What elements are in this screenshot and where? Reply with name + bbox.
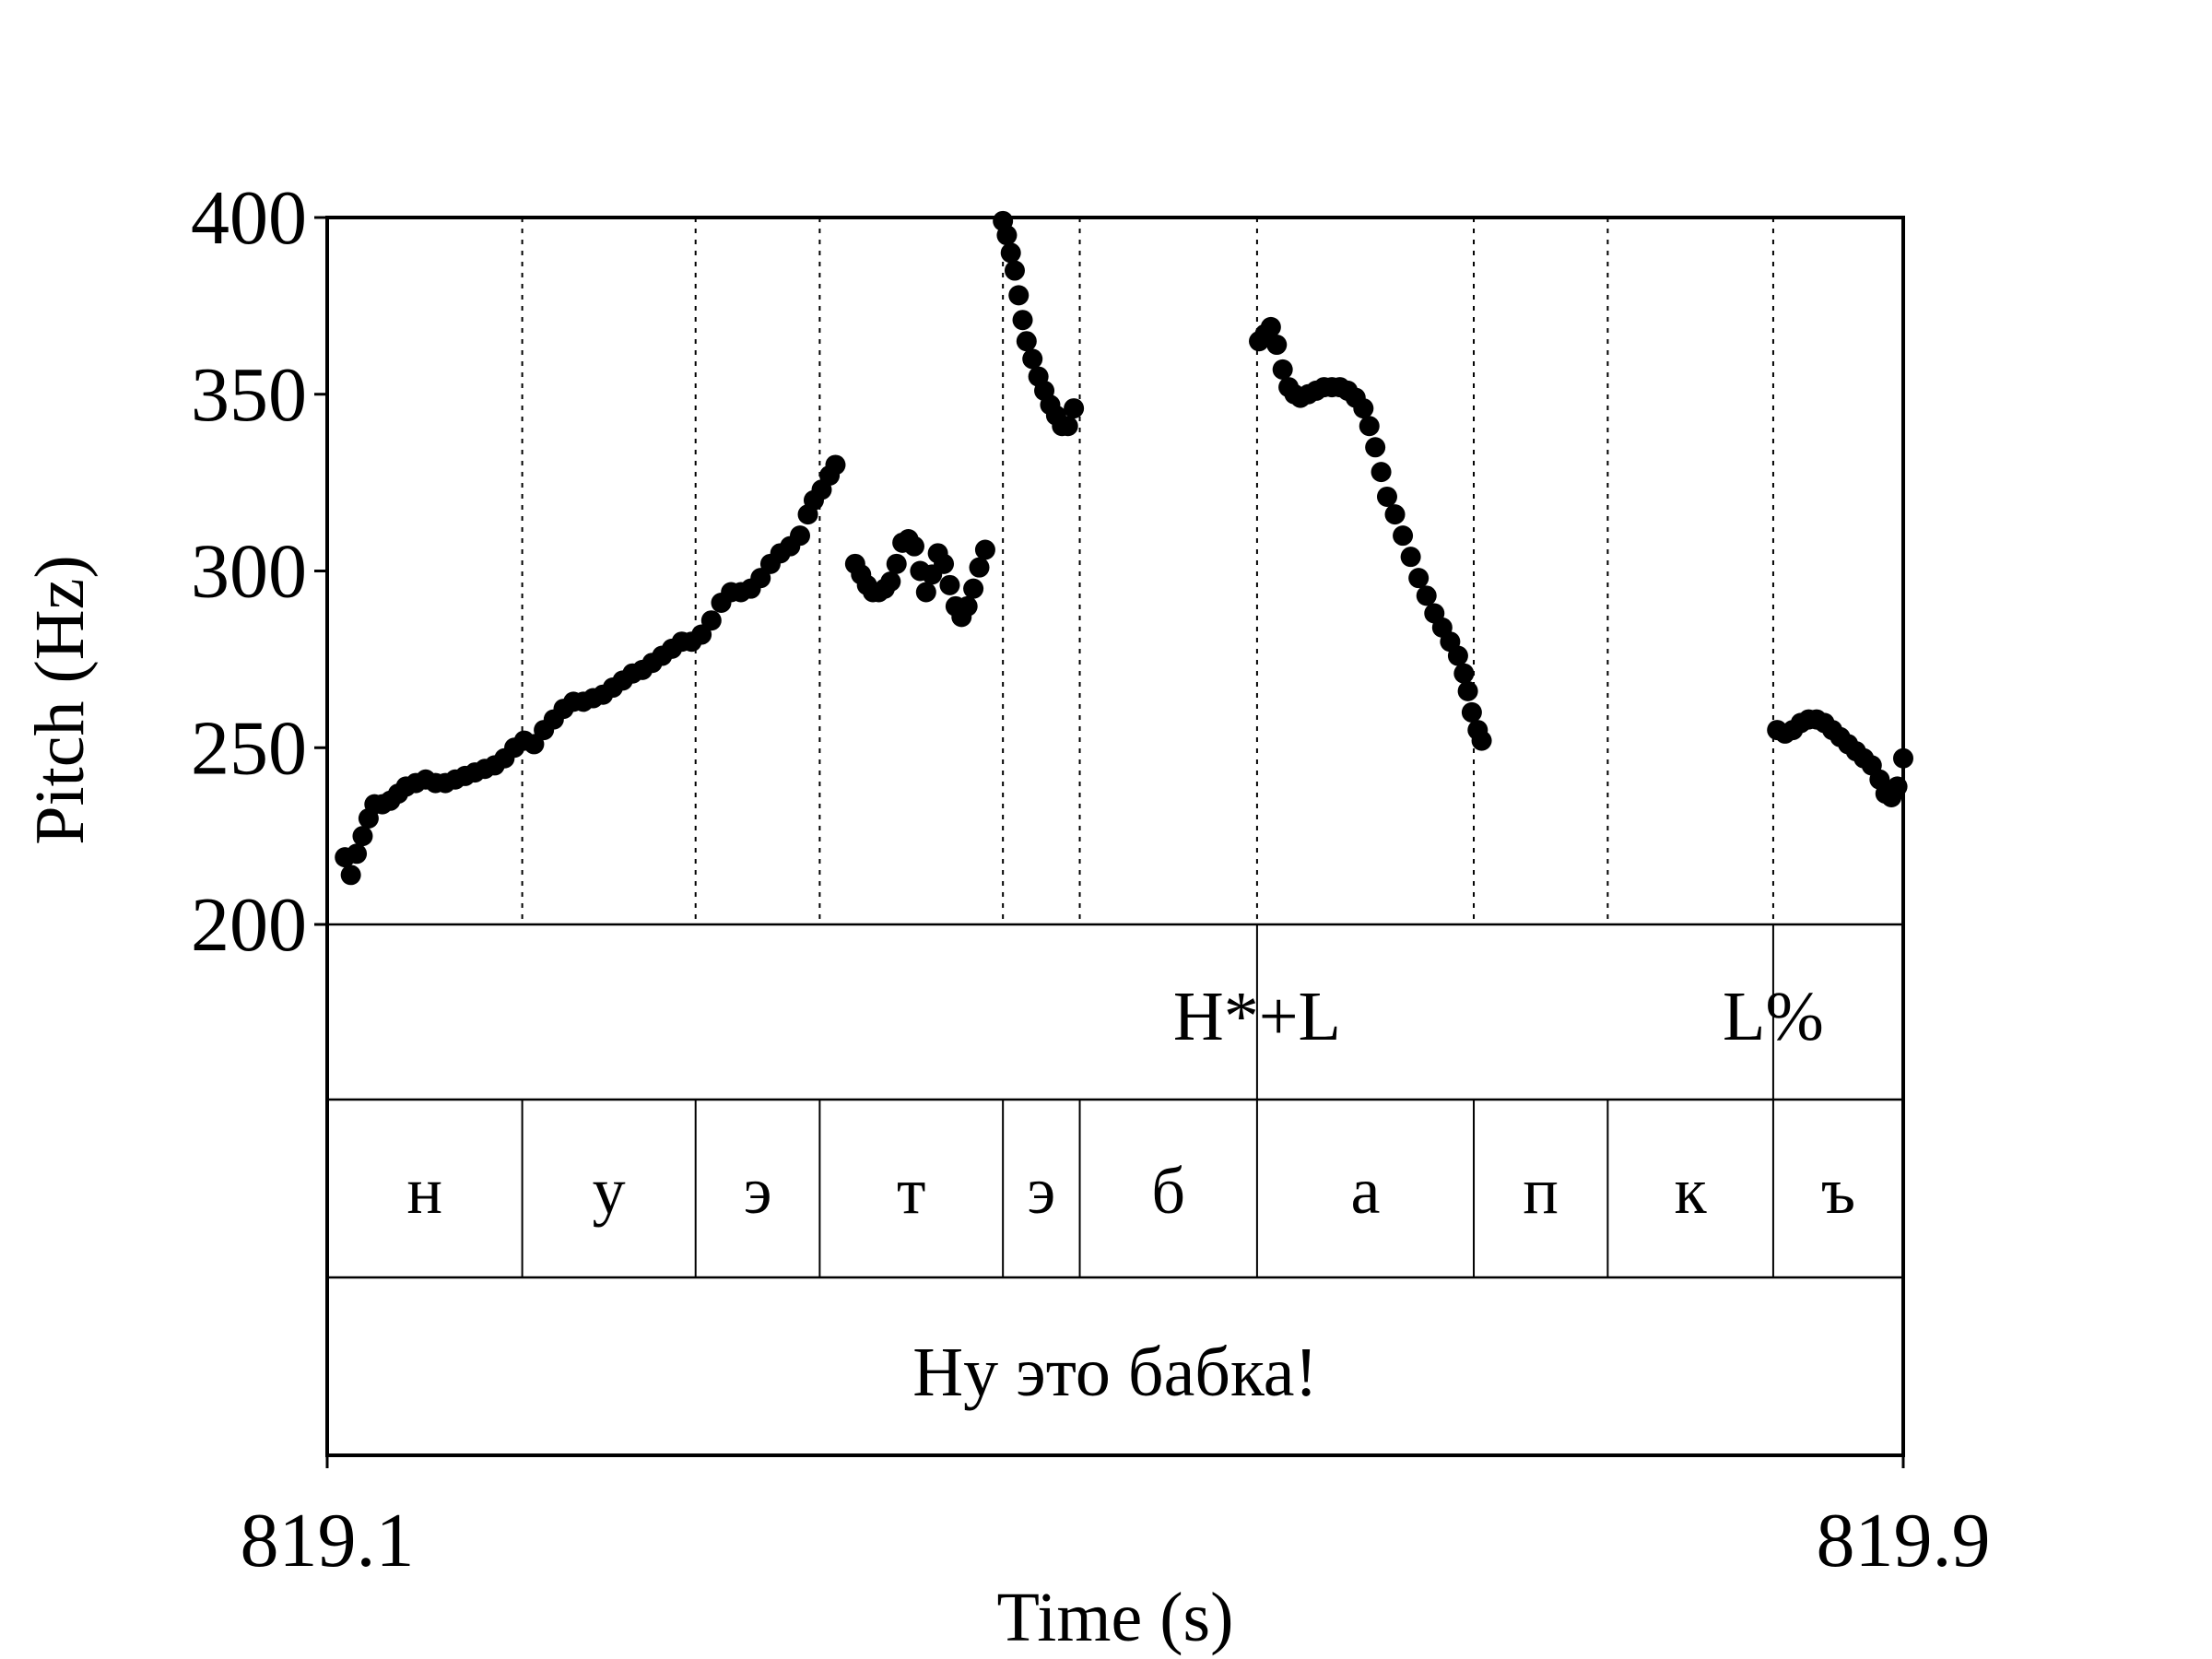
phone-label: б	[1151, 1154, 1185, 1228]
x-tick-label: 819.1	[241, 1498, 415, 1583]
phone-label: а	[1350, 1154, 1380, 1228]
pitch-point	[1012, 310, 1033, 331]
plot-border	[325, 216, 1905, 1457]
pitch-point	[825, 454, 846, 476]
y-tick-label: 350	[191, 352, 307, 438]
tone-label: L%	[1723, 978, 1824, 1055]
pitch-point	[1453, 663, 1475, 684]
pitch-point	[963, 578, 984, 599]
pitch-point	[1400, 547, 1421, 568]
pitch-point	[1008, 285, 1030, 306]
pitch-point	[1353, 398, 1374, 419]
pitch-point	[1461, 701, 1482, 723]
tone-label: H*+L	[1173, 978, 1341, 1055]
pitch-point	[934, 553, 955, 574]
pitch-point	[347, 843, 368, 865]
pitch-points	[335, 210, 1913, 886]
pitch-point	[1272, 359, 1293, 380]
pitch-point	[1022, 348, 1043, 370]
pitch-point	[886, 553, 907, 574]
annotation-tiers: H*+L L% н у э т э б а п к ъ Ну это бабка!	[407, 924, 1855, 1411]
phone-label: э	[1027, 1154, 1055, 1228]
pitch-point	[1416, 585, 1437, 606]
y-tick-label: 200	[191, 882, 307, 968]
axis-labels: 200 250 300 350 400 819.1 819.9 Time (s) Pitch (…	[21, 175, 1991, 1656]
pitch-point	[1457, 680, 1478, 701]
pitch-point	[1016, 331, 1037, 352]
pitch-point	[1064, 398, 1085, 419]
pitch-point	[691, 624, 712, 645]
pitch-point	[1260, 316, 1281, 337]
y-axis-title: Pitch (Hz)	[21, 555, 99, 844]
sentence-label: Ну это бабка!	[912, 1334, 1318, 1411]
pitch-point	[1365, 437, 1386, 458]
phone-label: к	[1675, 1154, 1708, 1228]
pitch-point	[1004, 260, 1025, 281]
boundary-lines	[521, 218, 1774, 924]
pitch-point	[903, 535, 924, 557]
pitch-point	[915, 582, 936, 603]
pitch-point	[880, 571, 901, 593]
pitch-point	[1000, 242, 1021, 264]
pitch-point	[1393, 525, 1414, 547]
plot-frame	[314, 216, 1905, 1468]
pitch-point	[1376, 486, 1397, 507]
pitch-point	[974, 539, 995, 560]
phone-label: у	[593, 1154, 626, 1228]
pitch-point	[750, 568, 771, 589]
pitch-point	[1471, 730, 1492, 751]
x-tick-label: 819.9	[1817, 1498, 1991, 1583]
pitch-point	[524, 734, 545, 755]
y-tick-label: 250	[191, 705, 307, 791]
pitch-point	[1371, 462, 1392, 483]
phone-label: э	[744, 1154, 772, 1228]
y-tick-label: 400	[191, 175, 307, 261]
pitch-point	[1266, 335, 1288, 356]
pitch-point	[1384, 504, 1406, 525]
pitch-point	[1447, 645, 1468, 666]
pitch-point	[957, 595, 978, 617]
y-tick-label: 300	[191, 529, 307, 615]
pitch-point	[790, 525, 810, 547]
x-axis-title: Time (s)	[997, 1579, 1234, 1656]
pitch-point	[1057, 416, 1078, 437]
pitch-point	[969, 557, 990, 578]
pitch-point	[340, 865, 361, 886]
phone-label: т	[897, 1154, 925, 1228]
pitch-point	[996, 225, 1018, 246]
phone-label: п	[1523, 1154, 1559, 1228]
pitch-point	[1408, 568, 1430, 589]
pitch-point	[352, 826, 373, 847]
phone-label: ъ	[1821, 1154, 1855, 1228]
pitch-point	[939, 574, 960, 595]
pitch-point	[700, 610, 722, 631]
phone-label: н	[407, 1154, 443, 1228]
pitch-point	[1359, 416, 1380, 437]
